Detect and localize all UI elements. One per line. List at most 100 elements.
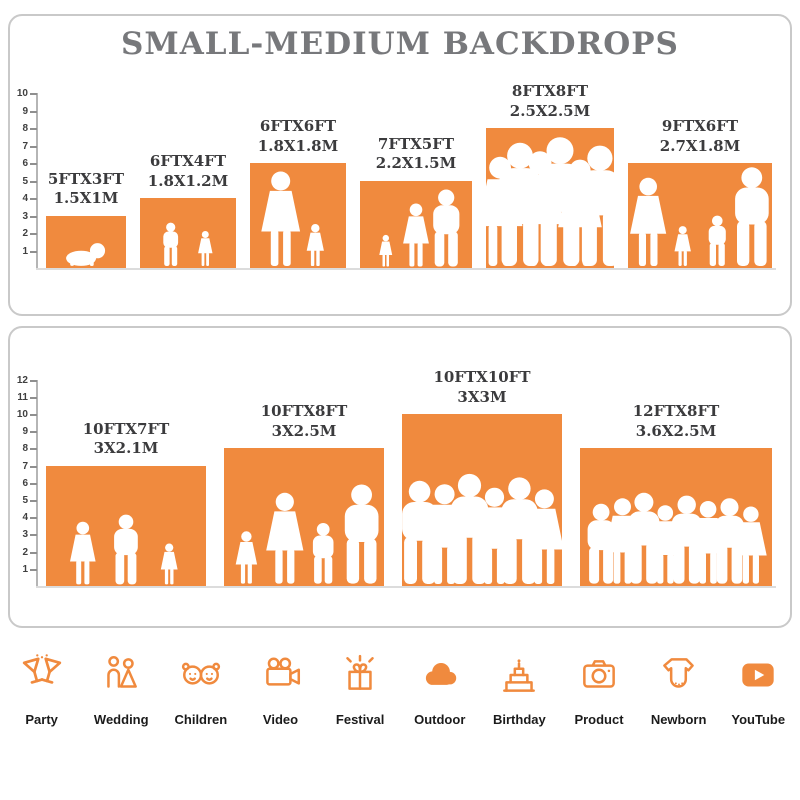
ruler-tick-label: 6 xyxy=(22,158,28,169)
size-label-ft: 10FTX8FT xyxy=(260,402,348,421)
backdrop-bar xyxy=(402,414,562,586)
size-label-m: 1.8X1.2M xyxy=(147,171,229,190)
category-item: Wedding xyxy=(83,652,159,727)
ruler-tick xyxy=(30,568,37,571)
size-label-ft: 10FTX10FT xyxy=(433,368,531,386)
backdrop-bar xyxy=(140,198,236,268)
festival-icon xyxy=(337,652,383,703)
ruler-tick xyxy=(30,163,37,165)
ruler-tick xyxy=(30,198,37,200)
ground-line xyxy=(36,268,776,270)
category-label: Festival xyxy=(335,712,385,727)
ground-line xyxy=(36,586,776,588)
category-item: YouTube xyxy=(720,652,796,727)
category-label: Product xyxy=(574,712,624,727)
backdrop-bar xyxy=(628,163,772,268)
people-silhouettes xyxy=(379,189,460,266)
ruler-tick-label: 3 xyxy=(22,529,28,541)
people-silhouettes xyxy=(261,171,324,266)
children-icon xyxy=(178,652,224,703)
birthday-icon xyxy=(496,652,542,703)
backdrop-bar xyxy=(250,163,346,268)
ruler-tick-label: 4 xyxy=(22,193,28,204)
category-item: Newborn xyxy=(641,652,717,727)
ruler-tick xyxy=(30,180,37,183)
category-item: Party xyxy=(4,652,80,727)
size-label-m: 2.2X1.5M xyxy=(375,154,457,172)
size-label: 6FTX6FT 1.8X1.8M xyxy=(258,117,338,156)
category-item: Festival xyxy=(322,652,398,727)
category-row: Party Wedding Children Video Festival Ou… xyxy=(0,652,800,727)
size-label-ft: 6FTX4FT xyxy=(149,152,227,170)
category-label: Children xyxy=(174,712,228,727)
size-label: 10FTX7FT 3X2.1M xyxy=(83,420,170,459)
ruler-tick-label: 3 xyxy=(22,210,28,222)
size-label-ft: 7FTX5FT xyxy=(377,134,455,153)
people-silhouettes xyxy=(163,222,213,266)
people-silhouettes xyxy=(402,473,562,584)
youtube-icon xyxy=(735,652,781,703)
ruler-tick-label: 7 xyxy=(22,460,28,472)
ruler-tick-label: 10 xyxy=(16,409,28,420)
category-label: Video xyxy=(262,712,299,727)
category-label: YouTube xyxy=(731,712,786,727)
ruler-tick xyxy=(30,250,37,253)
size-label: 6FTX4FT 1.8X1.2M xyxy=(148,152,228,191)
people-silhouettes xyxy=(66,242,106,266)
backdrop-bar xyxy=(224,448,384,586)
category-item: Outdoor xyxy=(402,652,478,727)
size-label-ft: 5FTX3FT xyxy=(47,169,125,188)
people-silhouettes xyxy=(630,167,769,266)
ruler-tick-label: 12 xyxy=(16,374,28,386)
people-silhouettes xyxy=(486,137,614,266)
ruler-tick xyxy=(30,379,37,382)
size-label-m: 2.7X1.8M xyxy=(659,136,741,155)
ruler-tick xyxy=(30,534,37,537)
size-label-m: 3X2.1M xyxy=(93,439,159,458)
backdrop-bar xyxy=(486,128,614,268)
size-label-ft: 6FTX6FT xyxy=(259,117,337,135)
size-label-m: 3X3M xyxy=(457,387,507,406)
ruler-tick-label: 10 xyxy=(16,88,28,99)
ruler-tick-label: 8 xyxy=(22,123,28,134)
size-label-ft: 8FTX8FT xyxy=(511,82,589,100)
ruler-tick-label: 7 xyxy=(22,140,28,152)
size-label: 10FTX8FT 3X2.5M xyxy=(261,402,348,441)
category-label: Birthday xyxy=(493,712,546,727)
ruler-tick-label: 9 xyxy=(22,426,28,438)
category-label: Wedding xyxy=(93,712,149,727)
category-label: Newborn xyxy=(650,712,707,727)
size-label-m: 1.5X1M xyxy=(53,189,119,207)
size-label: 5FTX3FT 1.5X1M xyxy=(48,170,124,209)
ruler-tick xyxy=(30,128,37,130)
ruler-tick xyxy=(30,465,37,468)
wedding-icon xyxy=(98,652,144,703)
ruler-tick xyxy=(30,93,37,95)
ruler-tick xyxy=(30,233,37,235)
ruler-tick-label: 4 xyxy=(22,512,28,524)
size-label-m: 3.6X2.5M xyxy=(635,421,717,440)
size-label-ft: 12FTX8FT xyxy=(632,402,720,421)
ruler-axis xyxy=(36,379,38,586)
backdrop-bar xyxy=(360,180,472,268)
ruler-tick xyxy=(30,431,37,434)
product-icon xyxy=(576,652,622,703)
ruler-tick xyxy=(30,551,37,554)
ruler-tick-label: 9 xyxy=(22,105,28,117)
size-label-m: 1.8X1.8M xyxy=(257,136,339,155)
people-silhouettes xyxy=(235,484,379,584)
ruler-tick xyxy=(30,500,37,502)
backdrop-bar xyxy=(580,448,772,586)
category-item: Video xyxy=(243,652,319,727)
ruler-tick xyxy=(30,414,37,416)
ruler-tick xyxy=(30,110,37,113)
backdrop-bar xyxy=(46,465,206,586)
ruler-tick xyxy=(30,145,37,148)
panel-small-medium: SMALL-MEDIUM BACKDROPS 1 2 3 4 5 6 7 8 9 10 5FTX3F… xyxy=(8,14,792,316)
ruler-tick-label: 8 xyxy=(22,443,28,455)
size-label: 9FTX6FT 2.7X1.8M xyxy=(660,117,740,156)
people-silhouettes xyxy=(587,493,767,584)
size-label: 7FTX5FT 2.2X1.5M xyxy=(376,135,456,174)
size-label: 8FTX8FT 2.5X2.5M xyxy=(510,82,590,121)
people-silhouettes xyxy=(70,514,178,584)
